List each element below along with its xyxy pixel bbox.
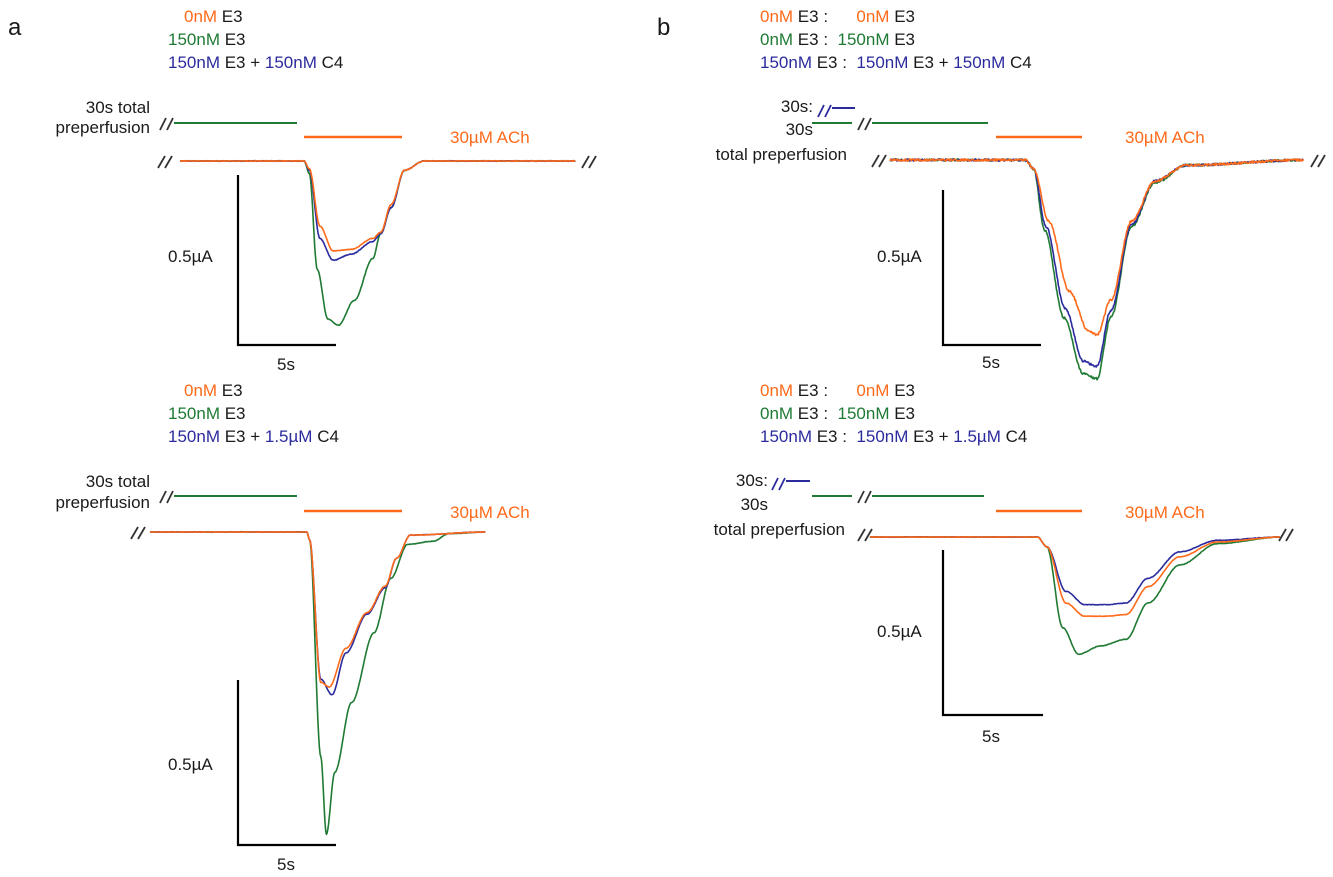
axis-break-marker	[159, 490, 174, 504]
legend-entry: 0nM E3	[184, 381, 243, 400]
preperfusion-label-line1: 30s total	[86, 98, 150, 117]
scale-current-label: 0.5µA	[168, 247, 213, 266]
preperfusion-label-line2: preperfusion	[55, 118, 150, 137]
axis-break-marker	[771, 477, 786, 491]
preperfusion-label-line2: preperfusion	[55, 493, 150, 512]
trace-control	[869, 536, 1281, 618]
legend-entry: 150nM E3 : 150nM E3 + 1.5µM C4	[760, 427, 1027, 446]
legend-entry: 0nM E3 : 0nM E3	[760, 381, 915, 400]
trace-control	[889, 158, 1304, 337]
trace-e3	[149, 531, 486, 836]
axis-break-marker	[1278, 528, 1294, 542]
legend-entry: 150nM E3 : 150nM E3 + 150nM C4	[760, 53, 1032, 72]
legend-entry: 0nM E3 : 150nM E3	[760, 404, 915, 423]
legend-a-bottom: 0nM E3 150nM E3 150nM E3 + 1.5µM C4	[168, 381, 339, 446]
axis-break-marker	[857, 528, 873, 542]
scale-current-label: 0.5µA	[877, 247, 922, 266]
axis-break-marker	[159, 117, 174, 131]
traces-b-top	[889, 158, 1304, 381]
scale-current-label: 0.5µA	[168, 755, 213, 774]
axis-break-marker	[1310, 154, 1326, 168]
legend-entry: 150nM E3 + 150nM C4	[168, 53, 343, 72]
trace-c4	[149, 531, 486, 696]
legend-entry: 150nM E3	[168, 404, 246, 423]
preperfusion-label-line1: 30s	[786, 120, 813, 139]
trace-c4	[889, 158, 1304, 368]
axis-break-marker	[857, 490, 872, 504]
legend-entry: 0nM E3 : 0nM E3	[760, 7, 915, 26]
legend-entry: 0nM E3 : 150nM E3	[760, 30, 915, 49]
scale-bar	[236, 175, 336, 347]
trace-control	[179, 159, 576, 252]
scale-time-label: 5s	[982, 727, 1000, 746]
ach-label: 30µM ACh	[450, 503, 530, 522]
trace-e3	[869, 536, 1281, 656]
traces-b-bottom	[869, 536, 1281, 656]
scale-time-label: 5s	[982, 353, 1000, 372]
axis-break-marker	[581, 155, 597, 169]
trace-c4	[869, 536, 1281, 606]
trace-e3	[889, 158, 1304, 381]
preperfusion-30s-colon: 30s:	[781, 97, 813, 116]
axis-break-marker	[871, 154, 887, 168]
trace-control	[149, 531, 486, 688]
preperfusion-label-line1: 30s	[741, 495, 768, 514]
scale-time-label: 5s	[277, 355, 295, 374]
panel-letter-b: b	[657, 14, 670, 41]
preperfusion-label-line1: 30s total	[86, 472, 150, 491]
scale-bar	[236, 680, 336, 847]
legend-b-top: 0nM E3 : 0nM E3 0nM E3 : 150nM E3 150nM E3…	[760, 7, 1032, 72]
legend-entry: 150nM E3	[168, 30, 246, 49]
axis-break-marker	[857, 117, 872, 131]
scale-bar	[941, 190, 1041, 347]
scale-bar	[941, 550, 1043, 717]
axis-break-marker	[817, 104, 832, 118]
preperfusion-30s-colon: 30s:	[736, 471, 768, 490]
scale-current-label: 0.5µA	[877, 622, 922, 641]
preperfusion-label-line2: total preperfusion	[716, 145, 847, 164]
legend-entry: 150nM E3 + 1.5µM C4	[168, 427, 339, 446]
ach-label: 30µM ACh	[450, 128, 530, 147]
legend-b-bottom: 0nM E3 : 0nM E3 0nM E3 : 150nM E3 150nM E3…	[760, 381, 1027, 446]
trace-e3	[179, 159, 576, 327]
axis-break-marker	[157, 155, 173, 169]
legend-a-top: 0nM E3 150nM E3 150nM E3 + 150nM C4	[168, 7, 343, 72]
ach-label: 30µM ACh	[1125, 128, 1205, 147]
traces-a-top	[179, 159, 576, 327]
traces-a-bottom	[149, 531, 486, 836]
scale-time-label: 5s	[277, 855, 295, 874]
axis-break-marker	[130, 526, 146, 540]
ach-label: 30µM ACh	[1125, 503, 1205, 522]
legend-entry: 0nM E3	[184, 7, 243, 26]
preperfusion-label-line2: total preperfusion	[714, 520, 845, 539]
panel-letter-a: a	[8, 14, 22, 41]
